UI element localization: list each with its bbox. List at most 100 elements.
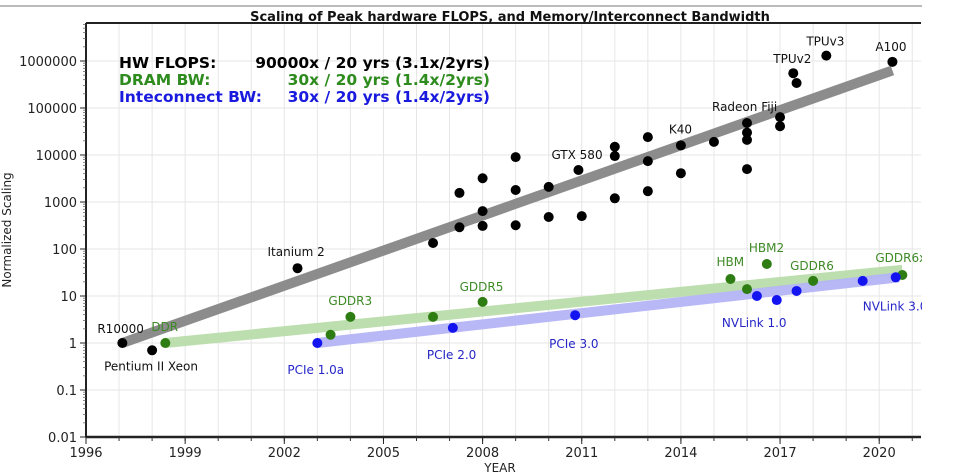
x-tick-label: 1999 [169,446,202,461]
data-point-hw-flops [117,338,128,348]
point-label: R10000 [97,322,144,336]
data-point-interconnect-bw [570,310,581,321]
data-point-hw-flops [675,140,686,151]
x-tick-label: 2017 [764,446,797,461]
data-point-interconnect-bw [857,275,868,286]
data-point-hw-flops [576,211,587,222]
data-point-hw-flops [742,134,752,145]
y-tick-label: 1000000 [19,55,77,70]
x-tick-label: 2008 [466,446,499,461]
x-tick-label: 2014 [664,446,697,461]
trend-lines [120,65,903,348]
data-point-hw-flops [428,238,439,249]
data-point-hw-flops [454,187,465,198]
data-point-interconnect-bw [312,338,323,348]
data-point-hw-flops [742,117,752,128]
x-tick-label: 2011 [565,446,598,461]
legend: HW FLOPS: 90000x / 20 yrs (3.1x/2yrs) DRAM… [119,54,490,106]
data-point-hw-flops [788,68,799,79]
point-label: Itanium 2 [268,245,325,259]
data-point-hw-flops [573,164,584,175]
point-label: GDDR5 [460,280,504,294]
data-point-interconnect-bw [751,291,762,301]
data-point-dram-bw [325,329,336,340]
point-label: GDDR6 [790,259,834,273]
y-tick-label: 10 [60,290,77,305]
data-point-hw-flops [510,185,521,196]
legend-entry-name: HW FLOPS: [119,54,216,72]
data-point-hw-flops [642,156,653,167]
data-point-dram-bw [477,296,488,307]
y-tick-label: 0.1 [56,384,77,399]
y-tick-label: 0.01 [48,431,77,446]
data-point-hw-flops [477,206,488,217]
axes: 0.01 0.1 1 10 100 1000 10000 100000 1000000 1996 1… [19,22,921,461]
point-label: PCIe 3.0 [549,337,598,351]
point-labels: R10000 Pentium II Xeon Itanium 2 GTX 580 K40… [97,35,927,377]
trend-line-interconnect-bw [316,272,900,348]
y-tick-label: 1 [69,337,77,352]
point-label: TPUv3 [805,35,844,49]
data-point-hw-flops [675,168,686,179]
data-point-hw-flops [708,136,719,147]
point-label: Pentium II Xeon [104,359,198,373]
data-point-dram-bw [808,275,819,286]
x-tick-label: 2005 [367,446,400,461]
data-points [117,50,908,356]
data-point-dram-bw [742,284,752,295]
trend-line-hw-flops [120,65,895,348]
data-point-hw-flops [510,152,521,163]
data-point-dram-bw [345,311,356,322]
point-label: A100 [875,40,906,54]
data-point-hw-flops [510,220,521,231]
point-label: DDR [151,320,178,334]
data-point-hw-flops [477,220,488,231]
legend-entry-value: 30x / 20 yrs (1.4x/2yrs) [288,71,490,89]
point-label: K40 [669,122,692,136]
x-axis-label: YEAR [483,461,515,472]
y-tick-label: 100 [52,243,77,258]
data-point-hw-flops [642,186,653,197]
point-label: GDDR6x [875,251,926,265]
point-label: NVLink 3.0 [863,299,928,313]
data-point-hw-flops [543,181,554,192]
data-point-dram-bw [725,273,736,284]
point-label: GTX 580 [551,148,602,162]
data-point-hw-flops [292,263,303,274]
x-tick-label: 1996 [69,446,102,461]
x-tick-label: 2020 [863,446,896,461]
point-label: HBM [716,255,744,269]
data-point-hw-flops [742,164,752,175]
data-point-hw-flops [821,50,832,61]
legend-entry-name: Inteconnect BW: [119,88,262,106]
data-point-hw-flops [775,121,786,132]
data-point-hw-flops [791,78,802,89]
legend-entry-value: 30x / 20 yrs (1.4x/2yrs) [288,88,490,106]
legend-entry-value: 90000x / 20 yrs (3.1x/2yrs) [255,54,490,72]
data-point-interconnect-bw [771,295,782,306]
y-axis-label: Normalized Scaling [0,172,14,287]
data-point-hw-flops [775,112,786,123]
data-point-hw-flops [742,127,752,138]
y-tick-label: 100000 [27,102,77,117]
point-label: PCIe 2.0 [427,348,476,362]
point-label: HBM2 [749,241,784,255]
data-point-interconnect-bw [447,322,458,333]
right-crop-mask [922,0,954,472]
y-tick-label: 10000 [36,149,77,164]
data-point-hw-flops [887,56,898,67]
chart-title: Scaling of Peak hardware FLOPS, and Memo… [250,10,770,25]
data-point-interconnect-bw [890,272,901,283]
data-point-dram-bw [428,311,439,322]
trend-line-dram-bw [164,264,903,348]
y-tick-label: 1000 [44,196,77,211]
point-label: Radeon Fiji [712,100,777,114]
point-label: NVLink 1.0 [722,316,787,330]
legend-entry-name: DRAM BW: [119,71,210,89]
data-point-hw-flops [147,345,158,356]
data-point-hw-flops [609,151,620,162]
data-point-dram-bw [761,258,772,269]
data-point-hw-flops [609,141,620,152]
data-point-interconnect-bw [791,285,802,296]
